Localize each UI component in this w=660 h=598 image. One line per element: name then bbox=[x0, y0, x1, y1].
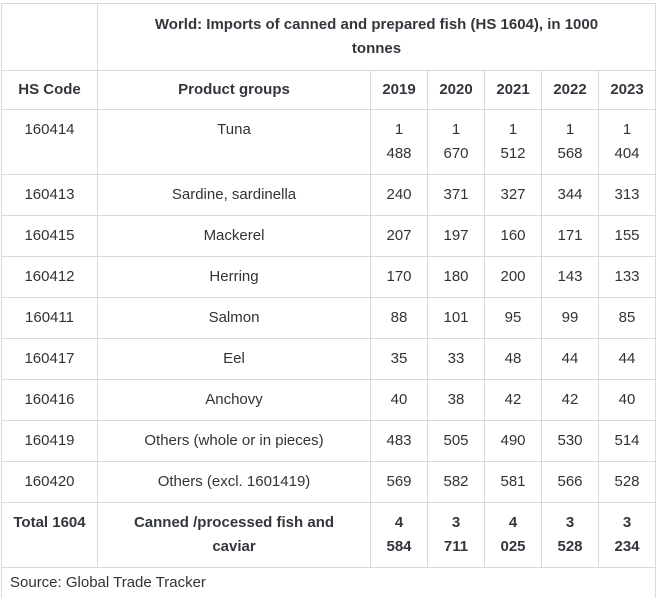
value-cell-2020: 101 bbox=[427, 297, 485, 339]
hs-code-cell: Total 1604 bbox=[1, 502, 98, 568]
value-cell-2021: 95 bbox=[484, 297, 542, 339]
value-cell-2023: 3 234 bbox=[598, 502, 656, 568]
table-row: 160412 Herring 170 180 200 143 133 bbox=[1, 256, 656, 298]
hs-code-cell: 160416 bbox=[1, 379, 98, 421]
value-cell-2020: 3 711 bbox=[427, 502, 485, 568]
value-cell-2021: 4 025 bbox=[484, 502, 542, 568]
value-cell-2019: 483 bbox=[370, 420, 428, 462]
value-cell-2023: 514 bbox=[598, 420, 656, 462]
value-cell-2019: 170 bbox=[370, 256, 428, 298]
column-header-hs-code: HS Code bbox=[1, 70, 98, 110]
product-cell: Herring bbox=[97, 256, 371, 298]
value-cell-2022: 1 568 bbox=[541, 109, 599, 175]
value-cell-2019: 207 bbox=[370, 215, 428, 257]
value-cell-2021: 160 bbox=[484, 215, 542, 257]
value-cell-2021: 1 512 bbox=[484, 109, 542, 175]
table-row: 160414 Tuna 1 488 1 670 1 512 1 568 1 404 bbox=[1, 109, 656, 175]
value-cell-2023: 528 bbox=[598, 461, 656, 503]
value-cell-2019: 240 bbox=[370, 174, 428, 216]
table-row: 160415 Mackerel 207 197 160 171 155 bbox=[1, 215, 656, 257]
hs-code-cell: 160414 bbox=[1, 109, 98, 175]
imports-table: World: Imports of canned and prepared fi… bbox=[1, 3, 656, 598]
value-cell-2022: 99 bbox=[541, 297, 599, 339]
table-body: 160414 Tuna 1 488 1 670 1 512 1 568 1 404 16041… bbox=[1, 109, 656, 568]
product-cell: Mackerel bbox=[97, 215, 371, 257]
table-row: 160419 Others (whole or in pieces) 483 505 4… bbox=[1, 420, 656, 462]
column-header-2022: 2022 bbox=[541, 70, 599, 110]
value-cell-2021: 42 bbox=[484, 379, 542, 421]
value-cell-2019: 1 488 bbox=[370, 109, 428, 175]
total-row: Total 1604 Canned /processed fish and cav… bbox=[1, 502, 656, 568]
value-cell-2019: 569 bbox=[370, 461, 428, 503]
value-cell-2022: 566 bbox=[541, 461, 599, 503]
product-cell: Eel bbox=[97, 338, 371, 380]
value-cell-2022: 344 bbox=[541, 174, 599, 216]
table-row: 160411 Salmon 88 101 95 99 85 bbox=[1, 297, 656, 339]
value-cell-2019: 4 584 bbox=[370, 502, 428, 568]
column-header-product-groups: Product groups bbox=[97, 70, 371, 110]
hs-code-cell: 160412 bbox=[1, 256, 98, 298]
value-cell-2023: 313 bbox=[598, 174, 656, 216]
value-cell-2021: 490 bbox=[484, 420, 542, 462]
product-cell: Others (whole or in pieces) bbox=[97, 420, 371, 462]
hs-code-cell: 160411 bbox=[1, 297, 98, 339]
table-title-cell: World: Imports of canned and prepared fi… bbox=[97, 3, 656, 71]
value-cell-2023: 44 bbox=[598, 338, 656, 380]
value-cell-2021: 327 bbox=[484, 174, 542, 216]
value-cell-2020: 197 bbox=[427, 215, 485, 257]
product-cell: Tuna bbox=[97, 109, 371, 175]
product-cell: Others (excl. 1601419) bbox=[97, 461, 371, 503]
table-row: 160413 Sardine, sardinella 240 371 327 344 313 bbox=[1, 174, 656, 216]
value-cell-2022: 171 bbox=[541, 215, 599, 257]
value-cell-2020: 505 bbox=[427, 420, 485, 462]
table-row: 160420 Others (excl. 1601419) 569 582 581 566… bbox=[1, 461, 656, 503]
source-row: Source: Global Trade Tracker bbox=[1, 567, 656, 598]
title-row: World: Imports of canned and prepared fi… bbox=[1, 3, 656, 71]
value-cell-2019: 35 bbox=[370, 338, 428, 380]
value-cell-2020: 582 bbox=[427, 461, 485, 503]
table-row: 160417 Eel 35 33 48 44 44 bbox=[1, 338, 656, 380]
table-title: World: Imports of canned and prepared fi… bbox=[154, 16, 599, 57]
column-header-2023: 2023 bbox=[598, 70, 656, 110]
hs-code-cell: 160413 bbox=[1, 174, 98, 216]
value-cell-2020: 1 670 bbox=[427, 109, 485, 175]
table-row: 160416 Anchovy 40 38 42 42 40 bbox=[1, 379, 656, 421]
value-cell-2022: 44 bbox=[541, 338, 599, 380]
value-cell-2019: 88 bbox=[370, 297, 428, 339]
value-cell-2023: 40 bbox=[598, 379, 656, 421]
value-cell-2021: 200 bbox=[484, 256, 542, 298]
value-cell-2023: 85 bbox=[598, 297, 656, 339]
value-cell-2022: 530 bbox=[541, 420, 599, 462]
product-cell: Anchovy bbox=[97, 379, 371, 421]
hs-code-cell: 160420 bbox=[1, 461, 98, 503]
value-cell-2023: 155 bbox=[598, 215, 656, 257]
value-cell-2021: 48 bbox=[484, 338, 542, 380]
empty-corner-cell bbox=[1, 3, 98, 71]
column-header-2019: 2019 bbox=[370, 70, 428, 110]
value-cell-2020: 180 bbox=[427, 256, 485, 298]
hs-code-cell: 160419 bbox=[1, 420, 98, 462]
column-header-2021: 2021 bbox=[484, 70, 542, 110]
value-cell-2023: 133 bbox=[598, 256, 656, 298]
source-note: Source: Global Trade Tracker bbox=[1, 567, 656, 598]
product-cell: Canned /processed fish and caviar bbox=[97, 502, 371, 568]
product-cell: Sardine, sardinella bbox=[97, 174, 371, 216]
product-cell: Salmon bbox=[97, 297, 371, 339]
hs-code-cell: 160417 bbox=[1, 338, 98, 380]
column-header-2020: 2020 bbox=[427, 70, 485, 110]
value-cell-2020: 38 bbox=[427, 379, 485, 421]
value-cell-2021: 581 bbox=[484, 461, 542, 503]
hs-code-cell: 160415 bbox=[1, 215, 98, 257]
value-cell-2019: 40 bbox=[370, 379, 428, 421]
value-cell-2022: 42 bbox=[541, 379, 599, 421]
value-cell-2023: 1 404 bbox=[598, 109, 656, 175]
value-cell-2020: 371 bbox=[427, 174, 485, 216]
value-cell-2020: 33 bbox=[427, 338, 485, 380]
value-cell-2022: 3 528 bbox=[541, 502, 599, 568]
header-row: HS Code Product groups 2019 2020 2021 20… bbox=[1, 70, 656, 110]
value-cell-2022: 143 bbox=[541, 256, 599, 298]
